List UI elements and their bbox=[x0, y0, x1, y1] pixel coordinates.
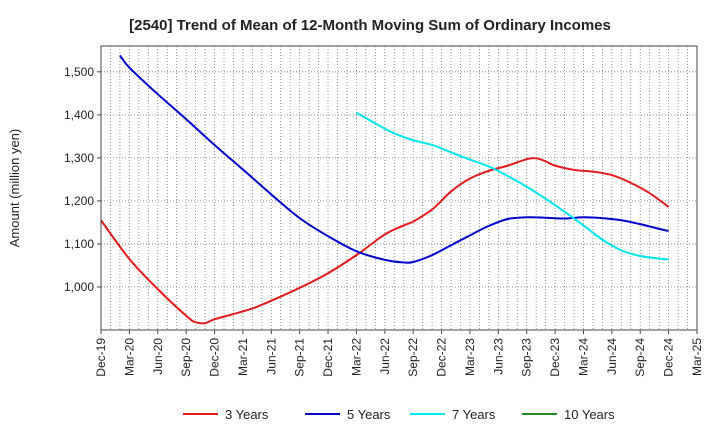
legend-item: 5 Years bbox=[305, 407, 391, 422]
y-tick-label: 1,400 bbox=[64, 108, 94, 122]
y-tick-label: 1,100 bbox=[64, 237, 94, 251]
x-tick-label: Jun-21 bbox=[264, 338, 278, 375]
x-tick-label: Mar-25 bbox=[690, 338, 704, 376]
x-tick-label: Mar-22 bbox=[349, 338, 363, 376]
y-tick-label: 1,500 bbox=[64, 65, 94, 79]
x-tick-label: Sep-21 bbox=[293, 338, 307, 377]
x-tick-label: Jun-24 bbox=[605, 338, 619, 375]
y-axis-label: Amount (million yen) bbox=[7, 129, 22, 248]
x-tick-label: Jun-22 bbox=[378, 338, 392, 375]
x-tick-label: Mar-24 bbox=[576, 338, 590, 376]
x-tick-label: Dec-21 bbox=[321, 338, 335, 377]
grid bbox=[101, 46, 697, 330]
plot-lines bbox=[100, 54, 670, 325]
series-line-3-years bbox=[100, 157, 670, 325]
x-tick-label: Mar-20 bbox=[122, 338, 136, 376]
y-tick-label: 1,200 bbox=[64, 194, 94, 208]
x-tick-label: Sep-20 bbox=[179, 338, 193, 377]
x-tick-label: Sep-24 bbox=[633, 338, 647, 377]
legend-label: 3 Years bbox=[225, 407, 269, 422]
x-tick-label: Mar-21 bbox=[236, 338, 250, 376]
x-tick-label: Jun-23 bbox=[491, 338, 505, 375]
chart-title: [2540] Trend of Mean of 12-Month Moving … bbox=[129, 17, 611, 34]
y-tick-label: 1,300 bbox=[64, 151, 94, 165]
series-line-5-years bbox=[119, 54, 669, 264]
x-tick-label: Dec-20 bbox=[208, 338, 222, 377]
x-tick-label: Dec-22 bbox=[435, 338, 449, 377]
x-axis: Dec-19 Mar-20 Jun-20 Sep-20 Dec-20 Mar-21 Jun-… bbox=[94, 330, 704, 377]
legend-item: 3 Years bbox=[183, 407, 269, 422]
x-tick-label: Jun-20 bbox=[151, 338, 165, 375]
plot-frame bbox=[100, 45, 698, 331]
legend-item: 7 Years bbox=[410, 407, 496, 422]
legend-label: 10 Years bbox=[564, 407, 615, 422]
legend: 3 Years 5 Years 7 Years 10 Years bbox=[183, 407, 615, 422]
y-tick-label: 1,000 bbox=[64, 280, 94, 294]
x-tick-label: Dec-23 bbox=[548, 338, 562, 377]
legend-item: 10 Years bbox=[522, 407, 615, 422]
x-tick-label: Dec-19 bbox=[94, 338, 108, 377]
x-tick-label: Sep-23 bbox=[520, 338, 534, 377]
x-tick-label: Dec-24 bbox=[662, 338, 676, 377]
y-axis: 1,000 1,100 1,200 1,300 1,400 1,500 bbox=[64, 65, 101, 294]
legend-label: 5 Years bbox=[347, 407, 391, 422]
x-tick-label: Mar-23 bbox=[463, 338, 477, 376]
series-line-7-years bbox=[355, 111, 669, 261]
x-tick-label: Sep-22 bbox=[406, 338, 420, 377]
legend-label: 7 Years bbox=[452, 407, 496, 422]
